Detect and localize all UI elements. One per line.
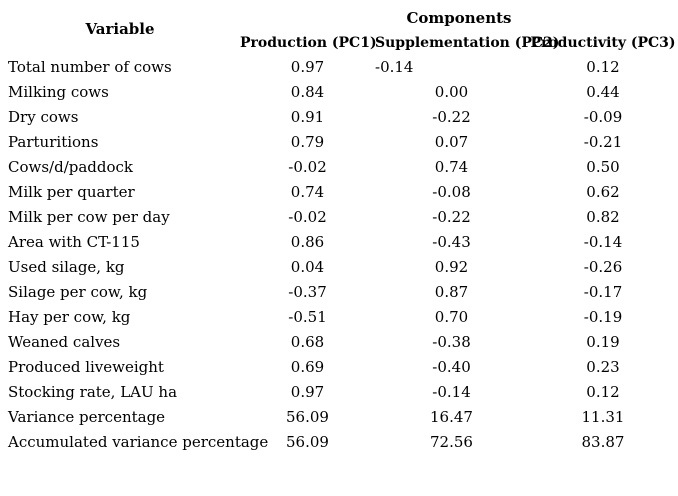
pc3-value-cell: 0.50 — [586, 157, 620, 176]
pc2-value-cell: 0.07 — [434, 132, 469, 151]
pc2-value-cell: 0.92 — [434, 257, 469, 276]
pc3-value-cell: 0.23 — [586, 357, 620, 376]
table-row: Milking cows 0.84 0.00 0.44 — [0, 79, 678, 104]
pc2-value-cell: -0.08 — [432, 182, 471, 201]
pc1-value-cell: 0.86 — [290, 232, 325, 251]
pc3-value-cell: 0.82 — [586, 207, 620, 226]
pc1-value-cell: 56.09 — [286, 432, 329, 451]
pca-loadings-table: Variable Components Production (PC1) Sup… — [0, 4, 678, 454]
pc2-value-cell: -0.43 — [432, 232, 471, 251]
variable-cell: Total number of cows — [8, 57, 172, 76]
variable-cell: Milk per quarter — [8, 182, 135, 201]
table-header: Variable Components Production (PC1) Sup… — [0, 4, 678, 54]
variable-cell: Variance percentage — [8, 407, 166, 426]
header-row-top: Variable Components — [0, 4, 678, 38]
table-row: Weaned calves 0.68 -0.38 0.19 — [0, 329, 678, 354]
table-row: Parturitions 0.79 0.07 -0.21 — [0, 129, 678, 154]
table-row: Total number of cows 0.97 -0.14 0.12 — [0, 54, 678, 79]
pc3-value-cell: -0.19 — [583, 307, 623, 326]
pc2-value-cell: 72.56 — [430, 432, 473, 451]
pc2-value-cell: 0.70 — [434, 307, 469, 326]
table-row: Accumulated variance percentage 56.09 72.5… — [0, 429, 678, 454]
column-header-supplementation-pc2: Supplementation (PC2) — [375, 35, 560, 51]
variable-cell: Weaned calves — [8, 332, 121, 351]
variable-cell: Used silage, kg — [8, 257, 125, 276]
pc1-value-cell: -0.37 — [288, 282, 327, 301]
variable-cell: Produced liveweight — [8, 357, 164, 376]
pc1-value-cell: 0.68 — [290, 332, 325, 351]
pc2-value-cell: -0.22 — [432, 107, 471, 126]
table-row: Variance percentage 56.09 16.47 11.31 — [0, 404, 678, 429]
table-row: Milk per cow per day -0.02 -0.22 0.82 — [0, 204, 678, 229]
pc1-value-cell: -0.02 — [288, 207, 327, 226]
variable-cell: Milking cows — [8, 82, 109, 101]
pc2-value-cell: 0.00 — [434, 82, 469, 101]
pc1-value-cell: 0.04 — [290, 257, 325, 276]
table-row: Produced liveweight 0.69 -0.40 0.23 — [0, 354, 678, 379]
variable-cell: Hay per cow, kg — [8, 307, 131, 326]
column-header-productivity-pc3: Productivity (PC3) — [530, 35, 676, 51]
pc3-value-cell: 0.12 — [586, 382, 620, 401]
pc3-value-cell: 11.31 — [581, 407, 625, 426]
pc3-value-cell: 83.87 — [581, 432, 625, 451]
pc1-value-cell: 0.97 — [290, 382, 325, 401]
pc3-value-cell: 0.12 — [586, 57, 620, 76]
table-row: Milk per quarter 0.74 -0.08 0.62 — [0, 179, 678, 204]
variable-column-header: Variable — [85, 20, 155, 38]
pc2-value-cell: 16.47 — [430, 407, 473, 426]
pc1-value-cell: 0.79 — [290, 132, 325, 151]
table-row: Cows/d/paddock -0.02 0.74 0.50 — [0, 154, 678, 179]
pc3-value-cell: 0.44 — [586, 82, 620, 101]
pc3-value-cell: -0.26 — [583, 257, 623, 276]
pc1-value-cell: 0.74 — [290, 182, 325, 201]
components-group-header: Components — [406, 9, 512, 27]
pc1-value-cell: 0.97 — [290, 57, 325, 76]
table-body: Total number of cows 0.97 -0.14 0.12 Milking… — [0, 54, 678, 454]
table-row: Area with CT-115 0.86 -0.43 -0.14 — [0, 229, 678, 254]
table-row: Hay per cow, kg -0.51 0.70 -0.19 — [0, 304, 678, 329]
pc3-value-cell: -0.09 — [583, 107, 623, 126]
pc2-value-cell: -0.38 — [432, 332, 471, 351]
variable-cell: Parturitions — [8, 132, 99, 151]
variable-cell: Area with CT-115 — [8, 232, 140, 251]
pc2-value-cell: -0.14 — [432, 382, 471, 401]
pc2-value-cell: -0.14 — [375, 57, 414, 76]
table-row: Silage per cow, kg -0.37 0.87 -0.17 — [0, 279, 678, 304]
pc3-value-cell: 0.62 — [586, 182, 620, 201]
pc1-value-cell: 0.84 — [290, 82, 325, 101]
column-header-production-pc1: Production (PC1) — [240, 35, 377, 51]
table-row: Dry cows 0.91 -0.22 -0.09 — [0, 104, 678, 129]
variable-cell: Dry cows — [8, 107, 79, 126]
variable-cell: Stocking rate, LAU ha — [8, 382, 178, 401]
pc2-value-cell: 0.74 — [434, 157, 469, 176]
pc1-value-cell: 0.91 — [290, 107, 325, 126]
pc2-value-cell: 0.87 — [434, 282, 469, 301]
pc1-value-cell: -0.51 — [288, 307, 327, 326]
variable-cell: Cows/d/paddock — [8, 157, 134, 176]
pc1-value-cell: 56.09 — [286, 407, 329, 426]
pc3-value-cell: 0.19 — [586, 332, 620, 351]
table-row: Used silage, kg 0.04 0.92 -0.26 — [0, 254, 678, 279]
variable-cell: Accumulated variance percentage — [8, 432, 269, 451]
variable-cell: Milk per cow per day — [8, 207, 170, 226]
pc2-value-cell: -0.40 — [432, 357, 471, 376]
pc3-value-cell: -0.14 — [583, 232, 623, 251]
pc2-value-cell: -0.22 — [432, 207, 471, 226]
pc1-value-cell: 0.69 — [290, 357, 325, 376]
variable-cell: Silage per cow, kg — [8, 282, 148, 301]
pc1-value-cell: -0.02 — [288, 157, 327, 176]
header-row-subcolumns: Production (PC1) Supplementation (PC2) P… — [0, 32, 678, 54]
pc3-value-cell: -0.17 — [583, 282, 623, 301]
table-row: Stocking rate, LAU ha 0.97 -0.14 0.12 — [0, 379, 678, 404]
pc3-value-cell: -0.21 — [583, 132, 623, 151]
